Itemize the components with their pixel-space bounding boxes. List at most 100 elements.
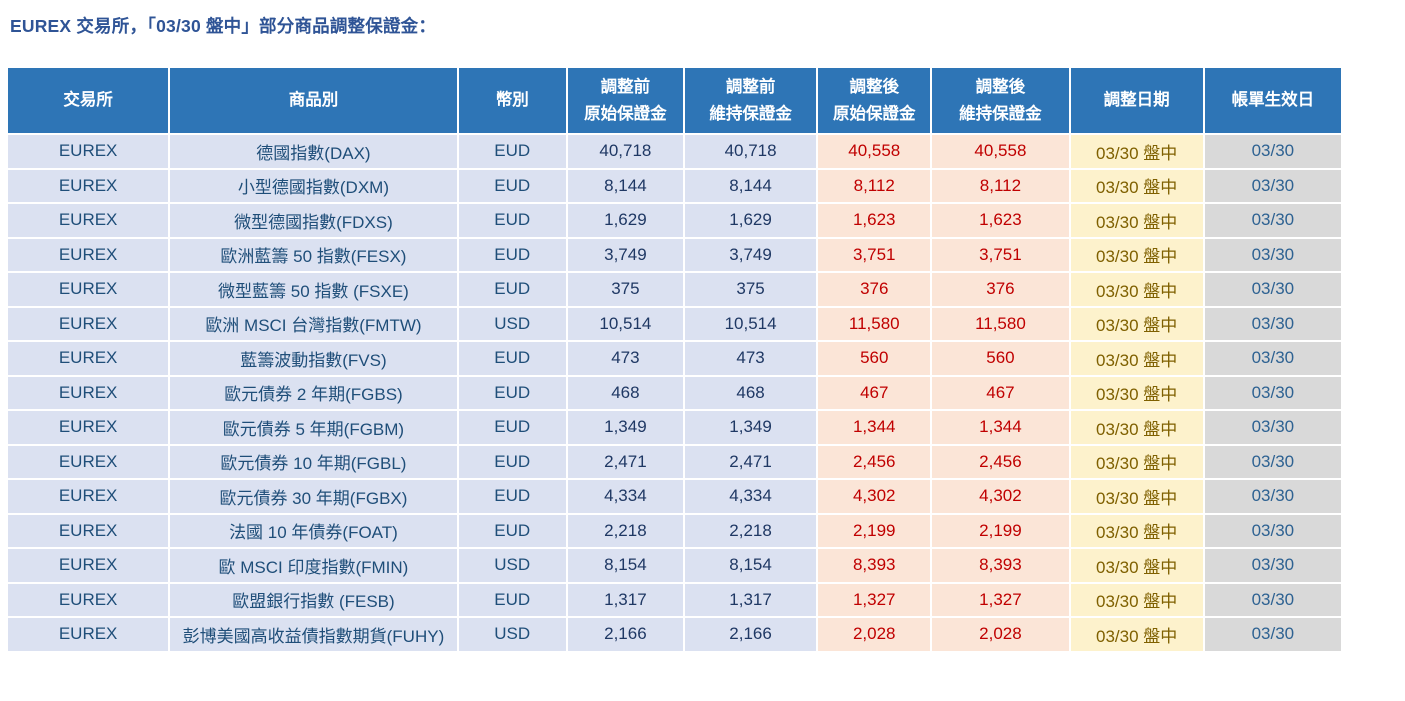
cell-effective-date: 03/30 xyxy=(1202,305,1344,342)
cell-post-initial-margin: 1,327 xyxy=(816,581,933,618)
cell-pre-initial-margin: 1,349 xyxy=(565,409,685,446)
header-effective-date: 帳單生效日 xyxy=(1202,66,1344,135)
cell-pre-maintenance-margin: 468 xyxy=(682,374,819,411)
cell-currency: USD xyxy=(456,305,568,342)
cell-pre-maintenance-margin: 1,629 xyxy=(682,202,819,239)
cell-pre-maintenance-margin: 4,334 xyxy=(682,478,819,515)
table-body: EUREX 德國指數(DAX) EUD 40,718 40,718 40,558 40,55… xyxy=(5,133,1344,653)
cell-product: 彭博美國高收益債指數期貨(FUHY) xyxy=(168,616,459,653)
cell-effective-date: 03/30 xyxy=(1202,271,1344,308)
table-row: EUREX 法國 10 年債券(FOAT) EUD 2,218 2,218 2,199 2,… xyxy=(5,512,1344,549)
cell-adjust-date: 03/30 盤中 xyxy=(1068,374,1205,411)
cell-effective-date: 03/30 xyxy=(1202,202,1344,239)
header-adjust-date: 調整日期 xyxy=(1068,66,1205,135)
cell-effective-date: 03/30 xyxy=(1202,443,1344,480)
cell-pre-maintenance-margin: 8,144 xyxy=(682,167,819,204)
header-post-maintenance-margin: 調整後 維持保證金 xyxy=(930,66,1071,135)
cell-post-maintenance-margin: 2,456 xyxy=(930,443,1071,480)
header-post-initial-margin-line-1: 調整後 xyxy=(849,77,900,96)
header-row: 交易所 商品別 幣別 調整前 原始保證金 調整前 維持保證金 調整後 原始保證金 調整後 維持保證金… xyxy=(5,66,1344,135)
cell-post-initial-margin: 11,580 xyxy=(816,305,933,342)
cell-product: 歐元債券 10 年期(FGBL) xyxy=(168,443,459,480)
cell-pre-initial-margin: 473 xyxy=(565,340,685,377)
cell-pre-initial-margin: 1,317 xyxy=(565,581,685,618)
cell-product: 德國指數(DAX) xyxy=(168,133,459,170)
table-row: EUREX 歐盟銀行指數 (FESB) EUD 1,317 1,317 1,327 1,32… xyxy=(5,581,1344,618)
cell-adjust-date: 03/30 盤中 xyxy=(1068,167,1205,204)
cell-currency: EUD xyxy=(456,478,568,515)
cell-effective-date: 03/30 xyxy=(1202,512,1344,549)
table-row: EUREX 歐 MSCI 印度指數(FMIN) USD 8,154 8,154 8,393… xyxy=(5,547,1344,584)
cell-currency: USD xyxy=(456,616,568,653)
cell-post-initial-margin: 2,028 xyxy=(816,616,933,653)
cell-exchange: EUREX xyxy=(5,478,171,515)
cell-pre-initial-margin: 2,471 xyxy=(565,443,685,480)
cell-post-maintenance-margin: 2,199 xyxy=(930,512,1071,549)
cell-pre-initial-margin: 8,154 xyxy=(565,547,685,584)
cell-adjust-date: 03/30 盤中 xyxy=(1068,236,1205,273)
cell-post-initial-margin: 1,344 xyxy=(816,409,933,446)
header-pre-initial-margin-line-2: 原始保證金 xyxy=(584,105,667,123)
cell-pre-initial-margin: 4,334 xyxy=(565,478,685,515)
cell-exchange: EUREX xyxy=(5,133,171,170)
cell-currency: EUD xyxy=(456,581,568,618)
cell-product: 歐洲藍籌 50 指數(FESX) xyxy=(168,236,459,273)
cell-effective-date: 03/30 xyxy=(1202,616,1344,653)
header-adjust-date-line-1: 調整日期 xyxy=(1103,91,1170,110)
header-post-maintenance-margin-line-1: 調整後 xyxy=(975,77,1026,96)
cell-pre-initial-margin: 10,514 xyxy=(565,305,685,342)
table-row: EUREX 歐元債券 2 年期(FGBS) EUD 468 468 467 467 03/30… xyxy=(5,374,1344,411)
cell-post-maintenance-margin: 1,327 xyxy=(930,581,1071,618)
cell-adjust-date: 03/30 盤中 xyxy=(1068,305,1205,342)
cell-currency: EUD xyxy=(456,167,568,204)
cell-pre-maintenance-margin: 2,471 xyxy=(682,443,819,480)
cell-currency: EUD xyxy=(456,271,568,308)
cell-pre-maintenance-margin: 1,317 xyxy=(682,581,819,618)
cell-post-initial-margin: 2,456 xyxy=(816,443,933,480)
cell-post-maintenance-margin: 376 xyxy=(930,271,1071,308)
cell-pre-maintenance-margin: 473 xyxy=(682,340,819,377)
header-pre-maintenance-margin-line-1: 調整前 xyxy=(725,77,776,96)
header-currency: 幣別 xyxy=(456,66,568,135)
cell-pre-initial-margin: 468 xyxy=(565,374,685,411)
cell-pre-maintenance-margin: 2,166 xyxy=(682,616,819,653)
cell-post-initial-margin: 376 xyxy=(816,271,933,308)
cell-pre-maintenance-margin: 2,218 xyxy=(682,512,819,549)
cell-exchange: EUREX xyxy=(5,547,171,584)
cell-currency: EUD xyxy=(456,374,568,411)
cell-product: 歐洲 MSCI 台灣指數(FMTW) xyxy=(168,305,459,342)
cell-exchange: EUREX xyxy=(5,616,171,653)
cell-pre-maintenance-margin: 8,154 xyxy=(682,547,819,584)
cell-effective-date: 03/30 xyxy=(1202,547,1344,584)
cell-effective-date: 03/30 xyxy=(1202,236,1344,273)
cell-post-initial-margin: 40,558 xyxy=(816,133,933,170)
header-pre-maintenance-margin: 調整前 維持保證金 xyxy=(682,66,819,135)
cell-pre-initial-margin: 375 xyxy=(565,271,685,308)
cell-post-maintenance-margin: 467 xyxy=(930,374,1071,411)
cell-product: 微型德國指數(FDXS) xyxy=(168,202,459,239)
header-post-maintenance-margin-line-2: 維持保證金 xyxy=(959,105,1042,123)
cell-post-initial-margin: 8,112 xyxy=(816,167,933,204)
cell-product: 小型德國指數(DXM) xyxy=(168,167,459,204)
cell-exchange: EUREX xyxy=(5,202,171,239)
cell-exchange: EUREX xyxy=(5,443,171,480)
header-pre-initial-margin-line-1: 調整前 xyxy=(600,77,651,96)
cell-adjust-date: 03/30 盤中 xyxy=(1068,202,1205,239)
cell-adjust-date: 03/30 盤中 xyxy=(1068,547,1205,584)
cell-post-maintenance-margin: 1,344 xyxy=(930,409,1071,446)
cell-effective-date: 03/30 xyxy=(1202,374,1344,411)
cell-exchange: EUREX xyxy=(5,409,171,446)
table-row: EUREX 微型德國指數(FDXS) EUD 1,629 1,629 1,623 1,623… xyxy=(5,202,1344,239)
cell-currency: USD xyxy=(456,547,568,584)
cell-post-initial-margin: 1,623 xyxy=(816,202,933,239)
header-currency-line-1: 幣別 xyxy=(495,91,529,110)
cell-pre-initial-margin: 8,144 xyxy=(565,167,685,204)
cell-post-maintenance-margin: 11,580 xyxy=(930,305,1071,342)
cell-post-maintenance-margin: 3,751 xyxy=(930,236,1071,273)
cell-product: 法國 10 年債券(FOAT) xyxy=(168,512,459,549)
cell-exchange: EUREX xyxy=(5,236,171,273)
table-row: EUREX 歐元債券 30 年期(FGBX) EUD 4,334 4,334 4,302 4… xyxy=(5,478,1344,515)
cell-exchange: EUREX xyxy=(5,167,171,204)
cell-post-maintenance-margin: 4,302 xyxy=(930,478,1071,515)
